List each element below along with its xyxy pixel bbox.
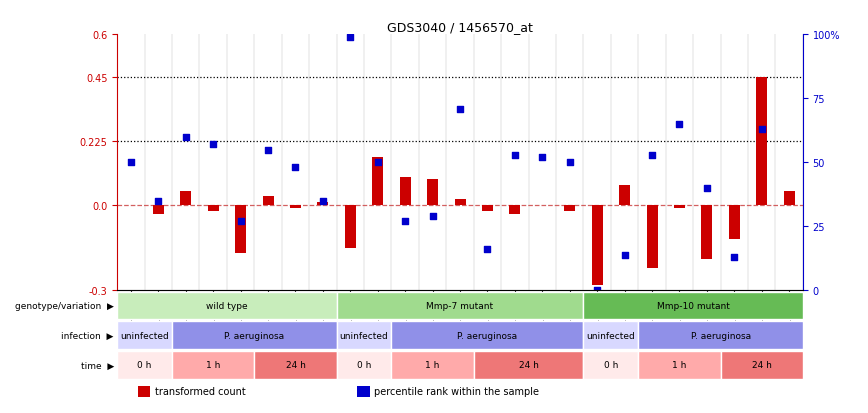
- Bar: [207, 206, 219, 211]
- Text: uninfected: uninfected: [339, 331, 388, 340]
- FancyBboxPatch shape: [638, 322, 803, 349]
- Text: P. aeruginosa: P. aeruginosa: [691, 331, 751, 340]
- Bar: [235, 206, 247, 254]
- Bar: [564, 206, 575, 211]
- Text: 0 h: 0 h: [137, 361, 152, 370]
- Bar: [756, 78, 767, 206]
- Point: [344, 34, 358, 41]
- Point: [151, 198, 165, 204]
- Bar: [674, 206, 685, 209]
- Bar: [372, 157, 384, 206]
- Point: [481, 247, 495, 253]
- Title: GDS3040 / 1456570_at: GDS3040 / 1456570_at: [387, 21, 533, 34]
- FancyBboxPatch shape: [391, 351, 474, 379]
- Text: P. aeruginosa: P. aeruginosa: [224, 331, 285, 340]
- Point: [425, 213, 439, 220]
- Point: [207, 142, 220, 148]
- Text: genotype/variation  ▶: genotype/variation ▶: [15, 301, 114, 310]
- Bar: [290, 206, 301, 209]
- FancyBboxPatch shape: [172, 322, 337, 349]
- Text: uninfected: uninfected: [587, 331, 635, 340]
- Text: 24 h: 24 h: [519, 361, 538, 370]
- Point: [316, 198, 330, 204]
- FancyBboxPatch shape: [720, 351, 803, 379]
- FancyBboxPatch shape: [337, 292, 583, 319]
- Text: P. aeruginosa: P. aeruginosa: [457, 331, 517, 340]
- Point: [371, 160, 385, 166]
- Point: [288, 165, 302, 171]
- Text: percentile rank within the sample: percentile rank within the sample: [374, 386, 539, 396]
- Bar: [153, 206, 164, 214]
- Text: infection  ▶: infection ▶: [62, 331, 114, 340]
- Point: [727, 254, 741, 261]
- Bar: [345, 206, 356, 248]
- FancyBboxPatch shape: [117, 322, 172, 349]
- Bar: [427, 180, 438, 206]
- Point: [536, 154, 549, 161]
- Bar: [619, 186, 630, 206]
- FancyBboxPatch shape: [583, 351, 638, 379]
- Bar: [647, 206, 658, 268]
- Text: time  ▶: time ▶: [81, 361, 114, 370]
- FancyBboxPatch shape: [254, 351, 337, 379]
- Bar: [482, 206, 493, 211]
- Text: Mmp-7 mutant: Mmp-7 mutant: [426, 301, 494, 310]
- FancyBboxPatch shape: [583, 292, 803, 319]
- Bar: [181, 191, 191, 206]
- Point: [618, 252, 632, 258]
- FancyBboxPatch shape: [337, 351, 391, 379]
- Point: [453, 106, 467, 113]
- Bar: [784, 191, 795, 206]
- Bar: [592, 206, 602, 285]
- Point: [233, 218, 247, 225]
- FancyBboxPatch shape: [117, 292, 337, 319]
- Point: [562, 160, 576, 166]
- Bar: [138, 386, 150, 397]
- Bar: [510, 206, 521, 214]
- FancyBboxPatch shape: [474, 351, 583, 379]
- Point: [124, 160, 138, 166]
- FancyBboxPatch shape: [391, 322, 583, 349]
- Text: 1 h: 1 h: [425, 361, 440, 370]
- Point: [673, 121, 687, 128]
- Point: [590, 287, 604, 294]
- Point: [755, 126, 769, 133]
- Bar: [318, 203, 328, 206]
- Bar: [399, 177, 411, 206]
- Text: 1 h: 1 h: [206, 361, 220, 370]
- Text: transformed count: transformed count: [155, 386, 246, 396]
- Text: wild type: wild type: [206, 301, 247, 310]
- Point: [179, 134, 193, 141]
- Text: Mmp-10 mutant: Mmp-10 mutant: [657, 301, 730, 310]
- FancyBboxPatch shape: [337, 322, 391, 349]
- FancyBboxPatch shape: [172, 351, 254, 379]
- FancyBboxPatch shape: [583, 322, 638, 349]
- Point: [700, 185, 713, 192]
- Text: 24 h: 24 h: [752, 361, 772, 370]
- Bar: [358, 386, 370, 397]
- Text: uninfected: uninfected: [121, 331, 169, 340]
- Bar: [701, 206, 713, 259]
- Bar: [455, 200, 465, 206]
- Text: 0 h: 0 h: [357, 361, 372, 370]
- Point: [398, 218, 412, 225]
- Bar: [729, 206, 740, 240]
- Text: 24 h: 24 h: [286, 361, 306, 370]
- Point: [261, 147, 275, 154]
- Bar: [262, 197, 273, 206]
- Point: [508, 152, 522, 159]
- FancyBboxPatch shape: [117, 351, 172, 379]
- Text: 0 h: 0 h: [604, 361, 618, 370]
- Text: 1 h: 1 h: [673, 361, 687, 370]
- Point: [645, 152, 659, 159]
- FancyBboxPatch shape: [638, 351, 720, 379]
